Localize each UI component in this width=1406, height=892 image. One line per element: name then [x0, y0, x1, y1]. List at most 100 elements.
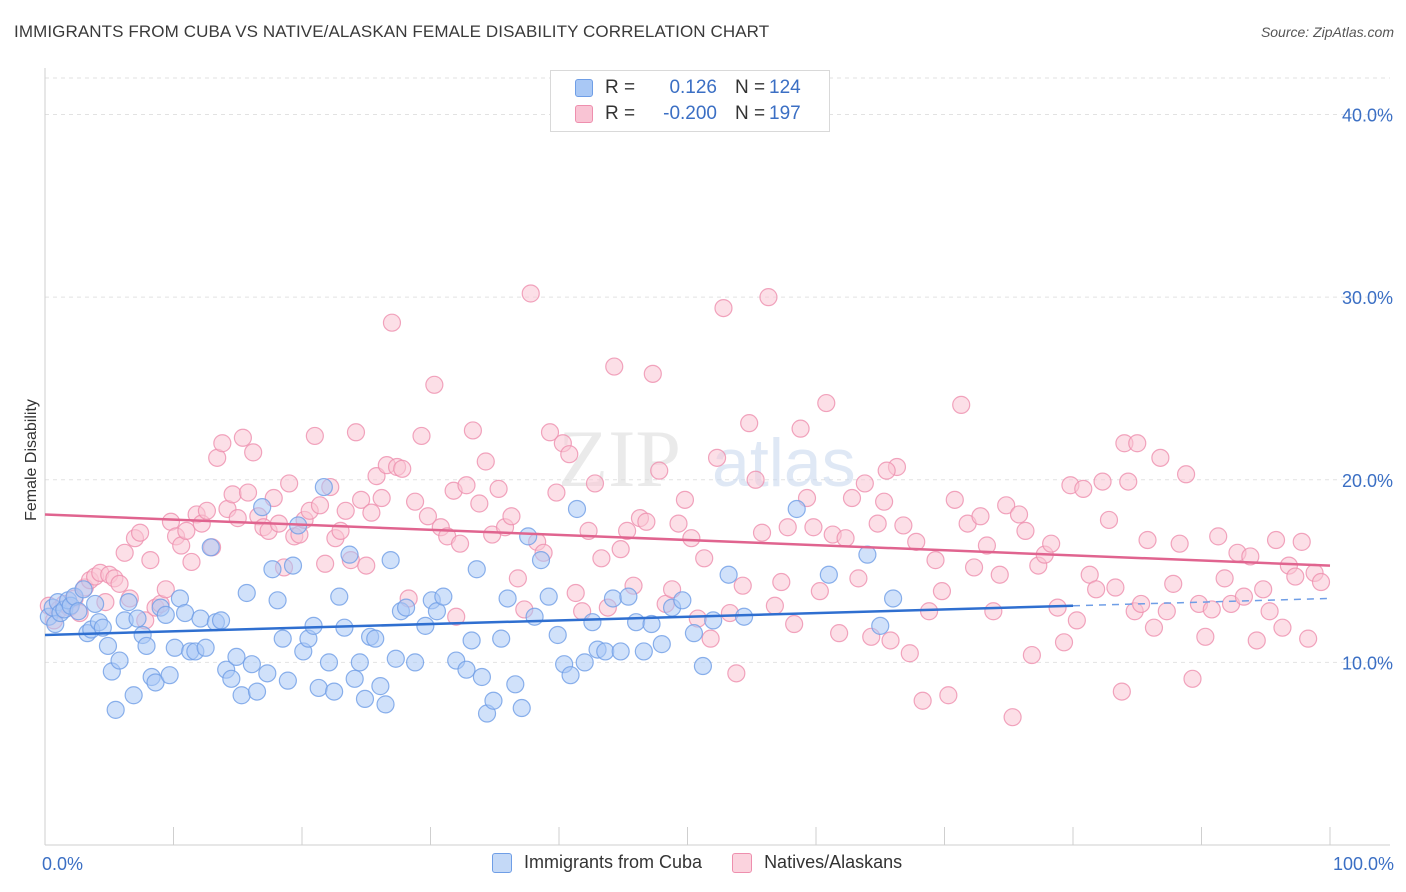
- data-point: [165, 638, 184, 657]
- data-point: [997, 496, 1016, 515]
- data-point: [1292, 532, 1311, 551]
- stats-legend: R = 0.126 N = 124 R = -0.200 N = 197: [550, 70, 830, 132]
- data-point: [1016, 521, 1035, 540]
- data-point: [637, 512, 656, 531]
- data-point: [346, 423, 366, 442]
- legend-r-label: R =: [605, 103, 636, 124]
- data-point: [69, 602, 88, 621]
- data-point: [405, 492, 425, 511]
- data-point: [244, 443, 263, 462]
- data-point: [340, 545, 359, 564]
- data-point: [156, 605, 175, 625]
- data-point: [463, 421, 483, 440]
- data-point: [396, 598, 416, 617]
- data-point: [376, 695, 395, 714]
- data-point: [1266, 530, 1286, 550]
- data-point: [772, 572, 791, 592]
- data-point: [1164, 574, 1183, 593]
- data-point: [1119, 472, 1138, 491]
- data-point: [1009, 505, 1029, 524]
- y-tick-label: 20.0%: [1342, 471, 1393, 491]
- data-point: [110, 574, 129, 593]
- data-point: [787, 499, 806, 519]
- data-point: [596, 642, 615, 661]
- legend-swatch-cuba: [492, 852, 512, 873]
- legend-swatch-natives: [575, 105, 593, 123]
- legend-label-natives: Natives/Alaskans: [764, 852, 903, 872]
- data-point: [525, 607, 544, 626]
- data-point: [1087, 580, 1106, 599]
- data-point: [1093, 472, 1112, 491]
- trend-line-cuba: [44, 604, 1074, 637]
- data-point: [714, 299, 733, 318]
- data-point: [810, 582, 829, 601]
- data-point: [531, 551, 551, 570]
- data-point: [759, 288, 778, 307]
- data-point: [228, 509, 247, 528]
- data-point: [222, 669, 241, 688]
- data-point: [372, 488, 391, 508]
- data-point: [1234, 587, 1254, 606]
- data-point: [366, 629, 385, 648]
- legend-swatch-natives: [732, 852, 753, 873]
- legend-row-cuba: R = 0.126 N = 124: [575, 77, 801, 99]
- data-point: [146, 673, 165, 692]
- data-point: [567, 499, 587, 519]
- data-point: [1260, 602, 1279, 621]
- data-point: [707, 448, 727, 467]
- data-point: [1099, 510, 1119, 530]
- data-point: [618, 521, 637, 540]
- data-point: [350, 653, 369, 672]
- data-point: [592, 549, 611, 568]
- data-point: [447, 607, 466, 626]
- data-point: [521, 284, 540, 303]
- data-point: [519, 527, 538, 546]
- data-point: [156, 580, 175, 599]
- data-point: [913, 691, 932, 710]
- data-point: [1151, 448, 1170, 467]
- data-point: [506, 675, 525, 694]
- data-point: [539, 587, 558, 606]
- data-point: [382, 313, 402, 332]
- data-point: [740, 414, 759, 433]
- legend-item-natives[interactable]: Natives/Alaskans: [732, 852, 902, 873]
- data-point: [476, 452, 495, 471]
- data-point: [130, 523, 150, 542]
- y-tick-label: 30.0%: [1342, 288, 1393, 308]
- trend-line-natives: [44, 513, 1331, 567]
- data-point: [124, 686, 143, 705]
- data-point: [605, 357, 624, 376]
- data-point: [314, 477, 333, 497]
- data-point: [106, 700, 125, 719]
- data-point: [1128, 434, 1147, 453]
- data-point: [733, 576, 752, 595]
- data-point: [470, 494, 489, 513]
- legend-item-cuba[interactable]: Immigrants from Cuba: [492, 852, 702, 873]
- data-point: [1138, 530, 1157, 550]
- data-point: [619, 587, 638, 606]
- data-point: [357, 556, 376, 575]
- data-point: [734, 607, 754, 626]
- legend-r-value: 0.126: [669, 77, 717, 98]
- watermark-atlas: atlas: [712, 425, 856, 501]
- data-point: [675, 490, 695, 509]
- data-point: [1144, 618, 1164, 637]
- data-point: [237, 583, 256, 603]
- data-point: [273, 629, 292, 648]
- data-point: [704, 611, 723, 630]
- data-point: [418, 507, 438, 526]
- data-point: [746, 470, 765, 489]
- data-point: [585, 474, 605, 493]
- data-point: [253, 498, 272, 517]
- data-point: [877, 461, 896, 480]
- data-point: [752, 523, 772, 542]
- data-point: [512, 698, 531, 718]
- data-point: [489, 479, 508, 498]
- data-point: [462, 631, 481, 650]
- data-point: [669, 514, 688, 533]
- data-point: [1215, 569, 1234, 588]
- trend-lines: [44, 513, 1331, 637]
- data-point: [484, 691, 503, 710]
- data-point: [817, 393, 836, 413]
